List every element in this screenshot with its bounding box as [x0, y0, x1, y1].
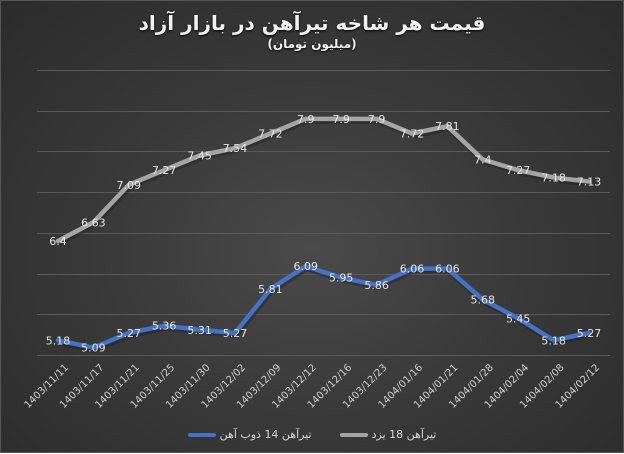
data-label: 7.9 — [297, 113, 315, 126]
data-label: 5.27 — [117, 327, 142, 340]
data-label: 5.18 — [46, 334, 71, 347]
legend-label: تیرآهن 14 ذوب آهن — [219, 428, 312, 441]
data-label: 7.9 — [332, 113, 350, 126]
data-label: 7.27 — [152, 164, 177, 177]
data-label: 5.18 — [541, 334, 566, 347]
legend-label: تیرآهن 18 یزد — [371, 428, 437, 441]
data-label: 6.06 — [435, 263, 460, 276]
data-label: 7.72 — [258, 128, 283, 141]
data-label: 5.31 — [187, 324, 212, 337]
data-label: 7.54 — [223, 142, 248, 155]
data-label: 7.45 — [187, 150, 212, 163]
data-label: 5.81 — [258, 283, 283, 296]
data-label: 7.27 — [506, 164, 531, 177]
series-lines — [55, 116, 592, 353]
data-label: 7.18 — [541, 171, 566, 184]
data-label: 5.95 — [329, 272, 354, 285]
legend-swatch-blue — [187, 432, 216, 437]
data-label: 7.13 — [577, 176, 602, 189]
data-label: 5.09 — [81, 342, 106, 355]
data-label: 7.81 — [435, 120, 460, 133]
chart-subtitle: (میلیون تومان) — [267, 37, 357, 51]
gridlines — [37, 70, 610, 356]
data-label: 5.45 — [506, 312, 531, 325]
data-label: 5.36 — [152, 320, 177, 333]
data-label: 5.68 — [471, 294, 496, 307]
series-line — [55, 116, 592, 244]
series-line — [55, 263, 592, 350]
data-label: 5.86 — [364, 279, 389, 292]
chart-title: قیمت هر شاخه تیرآهن در بازار آزاد — [138, 11, 486, 35]
data-label: 6.63 — [81, 216, 106, 229]
data-label: 7.72 — [400, 128, 425, 141]
legend: تیرآهن 14 ذوب آهن تیرآهن 18 یزد — [1, 428, 623, 441]
legend-item-zob-ahan-14: تیرآهن 14 ذوب آهن — [187, 428, 312, 441]
data-label: 7.4 — [474, 154, 492, 167]
data-label: 7.9 — [368, 113, 386, 126]
data-label: 7.09 — [117, 179, 142, 192]
x-axis-tick-labels: 1403/11/111403/11/171403/11/211403/11/25… — [23, 362, 603, 411]
data-label: 6.06 — [400, 263, 425, 276]
legend-item-yazd-18: تیرآهن 18 یزد — [339, 428, 437, 441]
data-label: 6.4 — [49, 235, 67, 248]
data-labels: 5.18 5.09 5.27 5.36 5.31 5.27 5.81 6.09 5.95 5.86… — [46, 113, 602, 355]
data-label: 5.27 — [223, 327, 248, 340]
data-label: 5.27 — [577, 327, 602, 340]
legend-swatch-gray — [339, 432, 368, 437]
data-label: 6.09 — [294, 260, 319, 273]
